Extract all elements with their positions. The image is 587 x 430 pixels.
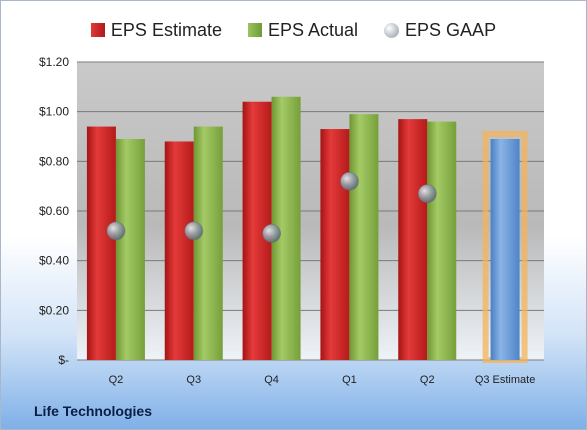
legend-label-eps-estimate: EPS Estimate <box>110 19 222 40</box>
bar-eps-actual <box>115 138 145 360</box>
bar-eps-estimate <box>86 126 116 360</box>
bar-q3-estimate <box>490 138 520 360</box>
bar-eps-actual <box>349 114 379 361</box>
legend-item-eps-actual: EPS Actual <box>247 19 359 41</box>
bar-eps-actual <box>427 121 457 360</box>
x-tick-label: Q3 Estimate <box>475 374 536 386</box>
legend-swatch-eps-actual <box>247 23 262 37</box>
x-tick-label: Q1 <box>342 374 357 386</box>
y-tick-label: $1.20 <box>39 55 69 69</box>
company-name: Life Technologies <box>34 403 152 419</box>
y-tick-label: $0.40 <box>39 254 69 268</box>
x-tick-label: Q2 <box>109 374 124 386</box>
legend-swatch-eps-estimate <box>90 23 105 37</box>
dot-eps-gaap <box>417 184 437 204</box>
legend-swatch-eps-gaap <box>384 22 400 38</box>
dot-eps-gaap <box>339 171 359 191</box>
legend-item-eps-estimate: EPS Estimate <box>90 19 222 41</box>
dot-eps-gaap <box>184 221 204 241</box>
y-tick-label: $- <box>58 353 69 367</box>
legend-label-eps-actual: EPS Actual <box>267 19 359 40</box>
x-tick-label: Q4 <box>264 374 279 386</box>
bar-eps-estimate <box>398 119 428 360</box>
legend: EPS Estimate EPS Actual EPS GAAP <box>1 17 586 43</box>
legend-label-eps-gaap: EPS GAAP <box>405 19 497 40</box>
y-tick-label: $1.00 <box>39 105 69 119</box>
y-tick-label: $0.80 <box>39 154 69 168</box>
y-tick-label: $0.20 <box>39 303 69 317</box>
y-tick-label: $0.60 <box>39 204 69 218</box>
bar-eps-actual <box>193 126 223 360</box>
bar-eps-estimate <box>164 141 194 360</box>
bar-eps-estimate <box>320 129 350 360</box>
x-tick-label: Q2 <box>420 374 435 386</box>
dot-eps-gaap <box>106 221 126 241</box>
legend-item-eps-gaap: EPS GAAP <box>384 20 496 41</box>
dot-eps-gaap <box>262 223 282 243</box>
x-tick-label: Q3 <box>186 374 201 386</box>
